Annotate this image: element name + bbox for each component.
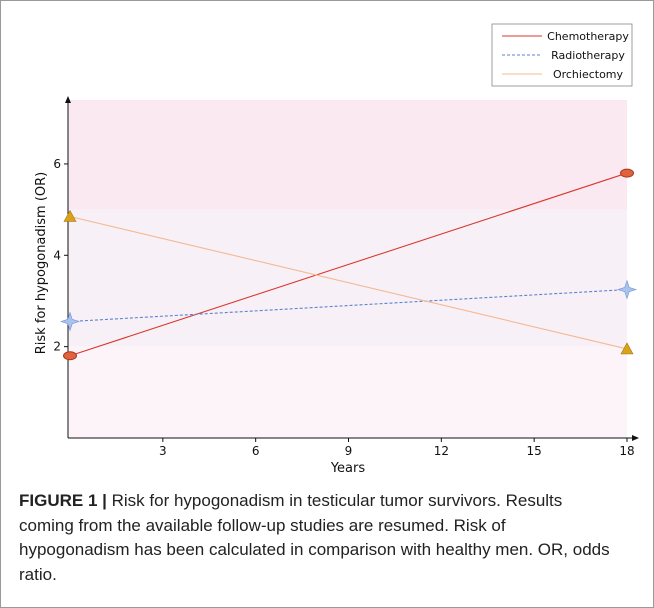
y-tick-label-4: 4	[53, 248, 61, 262]
background-band-1	[68, 209, 627, 347]
data-point-radiotherapy-18	[617, 279, 637, 300]
y-tick-label-6: 6	[53, 157, 61, 171]
legend-label-orchiectomy: Orchiectomy	[553, 68, 624, 81]
caption-label: FIGURE 1 |	[19, 491, 107, 510]
x-axis-arrow	[632, 435, 639, 441]
x-tick-label-3: 3	[159, 444, 167, 458]
background-band-2	[68, 346, 627, 438]
caption-text: Risk for hypogonadism in testicular tumo…	[19, 491, 610, 584]
line-chart: 3 6 9 12 15 18 2 4 6 Years Risk for hypogonadism (…	[34, 23, 639, 476]
series-line-chemotherapy	[69, 172, 628, 357]
legend-box	[491, 23, 633, 87]
figure-caption: FIGURE 1 | Risk for hypogonadism in test…	[19, 489, 619, 587]
x-tick-label-6: 6	[252, 444, 260, 458]
x-tick-label-18: 18	[619, 444, 634, 458]
data-point-orchiectomy-18	[620, 342, 634, 355]
legend-label-radiotherapy: Radiotherapy	[551, 49, 625, 62]
data-point-chemotherapy-18	[620, 168, 634, 178]
y-axis-arrow	[65, 96, 71, 103]
data-point-radiotherapy-0	[60, 311, 80, 332]
series-line-orchiectomy	[69, 215, 628, 350]
x-tick-label-9: 9	[345, 444, 353, 458]
x-axis-label: Years	[330, 461, 366, 476]
background-band-0	[68, 100, 627, 210]
y-tick-label-2: 2	[53, 340, 61, 354]
x-tick-label-15: 15	[527, 444, 542, 458]
data-point-orchiectomy-0	[63, 209, 77, 222]
legend-label-chemotherapy: Chemotherapy	[547, 30, 629, 43]
data-point-chemotherapy-0	[63, 351, 77, 361]
y-axis-label: Risk for hypogonadism (OR)	[34, 172, 49, 354]
x-tick-label-12: 12	[434, 444, 449, 458]
series-line-radiotherapy	[69, 289, 628, 323]
